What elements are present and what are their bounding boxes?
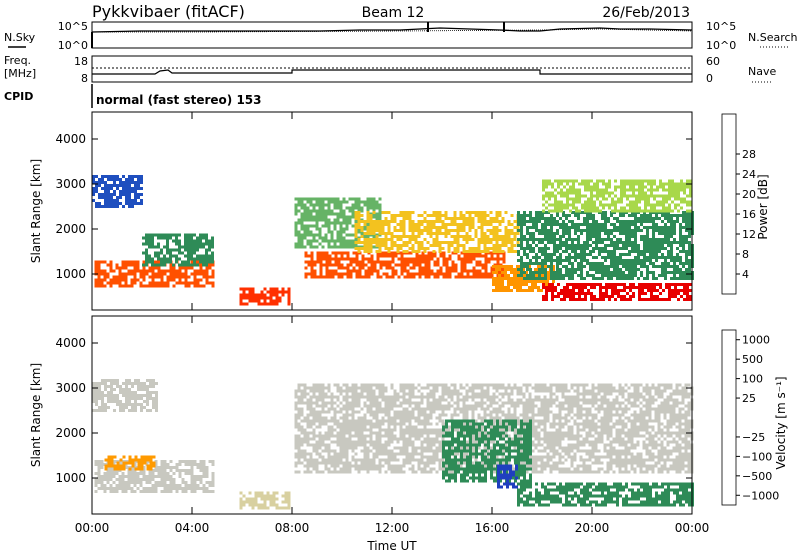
colorbar-tick-label: 12 (742, 228, 756, 241)
velocity-y-ticks: 1000 2000 3000 4000 (55, 336, 692, 485)
power-y-ticks: 1000 2000 3000 4000 (55, 132, 692, 281)
power-echo-region (92, 175, 143, 208)
velocity-x-ticks: 00:00 04:00 08:00 12:00 16:00 20:00 00:00 (75, 316, 710, 535)
colorbar-tick-label: 1000 (742, 334, 770, 347)
velocity-echo-region (239, 491, 291, 510)
colorbar-tick-label: 24 (742, 168, 756, 181)
power-echo-region (542, 283, 692, 301)
velocity-panel: 1000 2000 3000 4000 00:00 04:00 08:00 12:00 16:… (55, 315, 710, 535)
noise-tick-left: 10^5 (58, 20, 88, 33)
freq-line (92, 69, 692, 75)
power-echo-region (142, 233, 214, 267)
colorbar-tick-label: −25 (742, 431, 765, 444)
y-tick-label: 1000 (55, 471, 86, 485)
power-echo-region (304, 251, 506, 279)
colorbar-tick-label: 20 (742, 188, 756, 201)
y-tick-label: 3000 (55, 177, 86, 191)
power-echo-region (239, 287, 291, 306)
x-tick-label: 04:00 (175, 521, 210, 535)
power-echoes (92, 175, 694, 306)
colorbar-tick-label: 100 (742, 373, 763, 386)
velocity-ylabel: Slant Range [km] (29, 363, 43, 467)
freq-tick: 8 (81, 72, 88, 85)
x-tick-label: 00:00 (75, 521, 110, 535)
velocity-colorbar-label: Velocity [m s⁻¹] (774, 376, 788, 469)
colorbar-tick-label: 8 (742, 248, 749, 261)
station-title: Pykkvibaer (fitACF) (92, 2, 245, 21)
y-tick-label: 4000 (55, 336, 86, 350)
power-colorbar: 4 8 12 16 20 24 28 (721, 113, 756, 295)
date-title: 26/Feb/2013 (602, 5, 690, 21)
cpid-label: CPID (4, 90, 33, 103)
y-tick-label: 3000 (55, 381, 86, 395)
x-tick-label: 00:00 (675, 521, 710, 535)
noise-tick-right: 10^5 (706, 20, 736, 33)
nsky-label: N.Sky (4, 31, 36, 44)
x-tick-label: 08:00 (275, 521, 310, 535)
beam-title: Beam 12 (362, 5, 425, 21)
colorbar-tick-label: 16 (742, 208, 756, 221)
colorbar-tick-label: 500 (742, 353, 763, 366)
nsearch-label: N.Search (748, 31, 798, 44)
time-xlabel: Time UT (366, 539, 417, 553)
x-tick-label: 16:00 (475, 521, 510, 535)
colorbar-tick-label: 28 (742, 148, 756, 161)
y-tick-label: 2000 (55, 222, 86, 236)
colorbar-tick-label: 4 (742, 268, 749, 281)
y-tick-label: 4000 (55, 132, 86, 146)
velocity-colorbar: 1000 500 100 25 −25 −100 −500 −1000 (721, 329, 779, 506)
freq-label-unit: [MHz] (4, 67, 36, 80)
power-ylabel: Slant Range [km] (29, 159, 43, 263)
noise-tick-left: 10^0 (58, 39, 88, 52)
cpid-text: normal (fast stereo) 153 (96, 93, 262, 107)
nave-tick: 0 (706, 72, 713, 85)
colorbar-tick-label: −100 (742, 450, 772, 463)
colorbar-tick-label: 25 (742, 392, 756, 405)
power-panel: 1000 2000 3000 4000 (55, 111, 694, 311)
velocity-echo-region (497, 464, 518, 489)
velocity-echo-region (517, 482, 694, 507)
power-colorbar-label: Power [dB] (756, 174, 770, 239)
freq-tick: 18 (74, 55, 88, 68)
x-tick-label: 20:00 (575, 521, 610, 535)
colorbar-tick-label: −1000 (742, 489, 779, 502)
nave-label: Nave (748, 65, 776, 78)
y-tick-label: 1000 (55, 267, 86, 281)
nave-tick: 60 (706, 55, 720, 68)
noise-sky-line (91, 27, 693, 33)
velocity-echo-region (92, 379, 158, 412)
power-echo-region (542, 179, 692, 213)
noise-panel (91, 21, 693, 49)
y-tick-label: 2000 (55, 426, 86, 440)
power-echo-region (517, 211, 694, 280)
x-tick-label: 12:00 (375, 521, 410, 535)
velocity-echoes (92, 379, 694, 510)
noise-search-line (92, 28, 693, 33)
freq-label: Freq. (4, 54, 31, 67)
freq-panel (91, 55, 693, 83)
noise-tick-right: 10^0 (706, 39, 736, 52)
velocity-echo-region (104, 455, 156, 471)
velocity-echo-region (442, 419, 532, 483)
colorbar-tick-label: −500 (742, 470, 772, 483)
